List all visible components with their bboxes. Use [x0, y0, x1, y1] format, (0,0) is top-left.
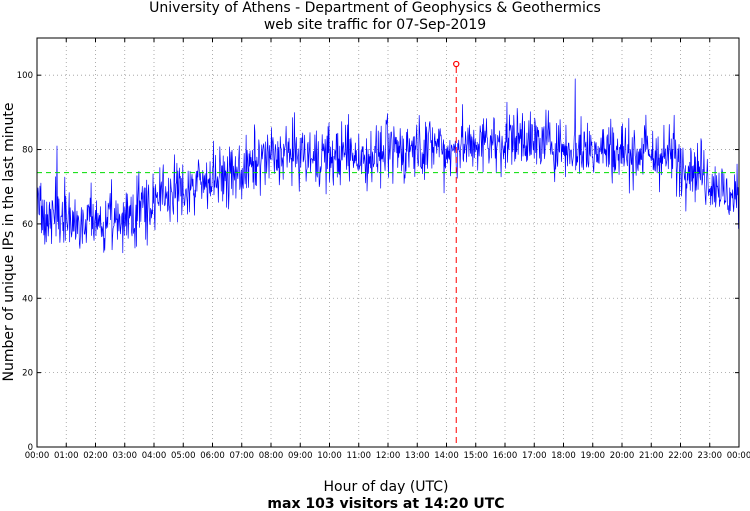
x-tick-label: 02:00	[83, 451, 108, 461]
x-tick-label: 01:00	[54, 451, 79, 461]
x-tick-label: 04:00	[142, 451, 167, 461]
x-tick-label: 06:00	[200, 451, 225, 461]
x-tick-label: 05:00	[171, 451, 196, 461]
y-tick-label: 40	[22, 294, 33, 304]
y-tick-label: 20	[22, 369, 33, 379]
axis-ticks	[36, 38, 740, 448]
x-tick-label: 07:00	[230, 451, 255, 461]
x-axis-tick-labels: 00:00 01:00 02:00 03:00 04:00 05:00 06:00 07:00…	[25, 451, 750, 461]
x-tick-label: 22:00	[668, 451, 693, 461]
plot-area	[36, 37, 740, 448]
x-tick-label: 19:00	[581, 451, 606, 461]
x-tick-label: 03:00	[113, 451, 138, 461]
x-tick-label: 08:00	[259, 451, 284, 461]
max-point-marker	[453, 60, 460, 68]
x-tick-label: 20:00	[610, 451, 635, 461]
grid-lines	[37, 38, 739, 447]
x-tick-label: 14:00	[434, 451, 459, 461]
x-tick-label: 09:00	[288, 451, 313, 461]
x-tick-label: 10:00	[317, 451, 342, 461]
x-tick-label: 13:00	[405, 451, 430, 461]
x-tick-label: 16:00	[493, 451, 518, 461]
y-tick-label: 0	[28, 443, 33, 453]
chart-title: University of Athens - Department of Geo…	[149, 0, 601, 16]
series-layer	[36, 78, 740, 254]
x-tick-label: 00:00	[25, 451, 50, 461]
visitors-line	[36, 78, 740, 254]
x-tick-label: 00:00	[727, 451, 750, 461]
x-axis-label: Hour of day (UTC)	[324, 479, 449, 495]
x-tick-label: 15:00	[464, 451, 489, 461]
chart-subtitle: web site traffic for 07-Sep-2019	[264, 17, 486, 33]
y-axis-tick-labels: 0 20 40 60 80 100	[17, 71, 33, 453]
y-tick-label: 80	[22, 146, 33, 156]
x-tick-label: 11:00	[347, 451, 372, 461]
x-tick-label: 17:00	[522, 451, 547, 461]
y-tick-label: 100	[17, 71, 33, 81]
y-tick-label: 60	[22, 220, 33, 230]
x-tick-label: 12:00	[376, 451, 401, 461]
x-tick-label: 23:00	[698, 451, 723, 461]
x-tick-label: 21:00	[639, 451, 664, 461]
y-axis-label: Number of unique IPs in the last minute	[1, 103, 17, 382]
max-visitors-note: max 103 visitors at 14:20 UTC	[267, 496, 504, 511]
annotation-layer	[453, 60, 460, 447]
x-tick-label: 18:00	[551, 451, 576, 461]
